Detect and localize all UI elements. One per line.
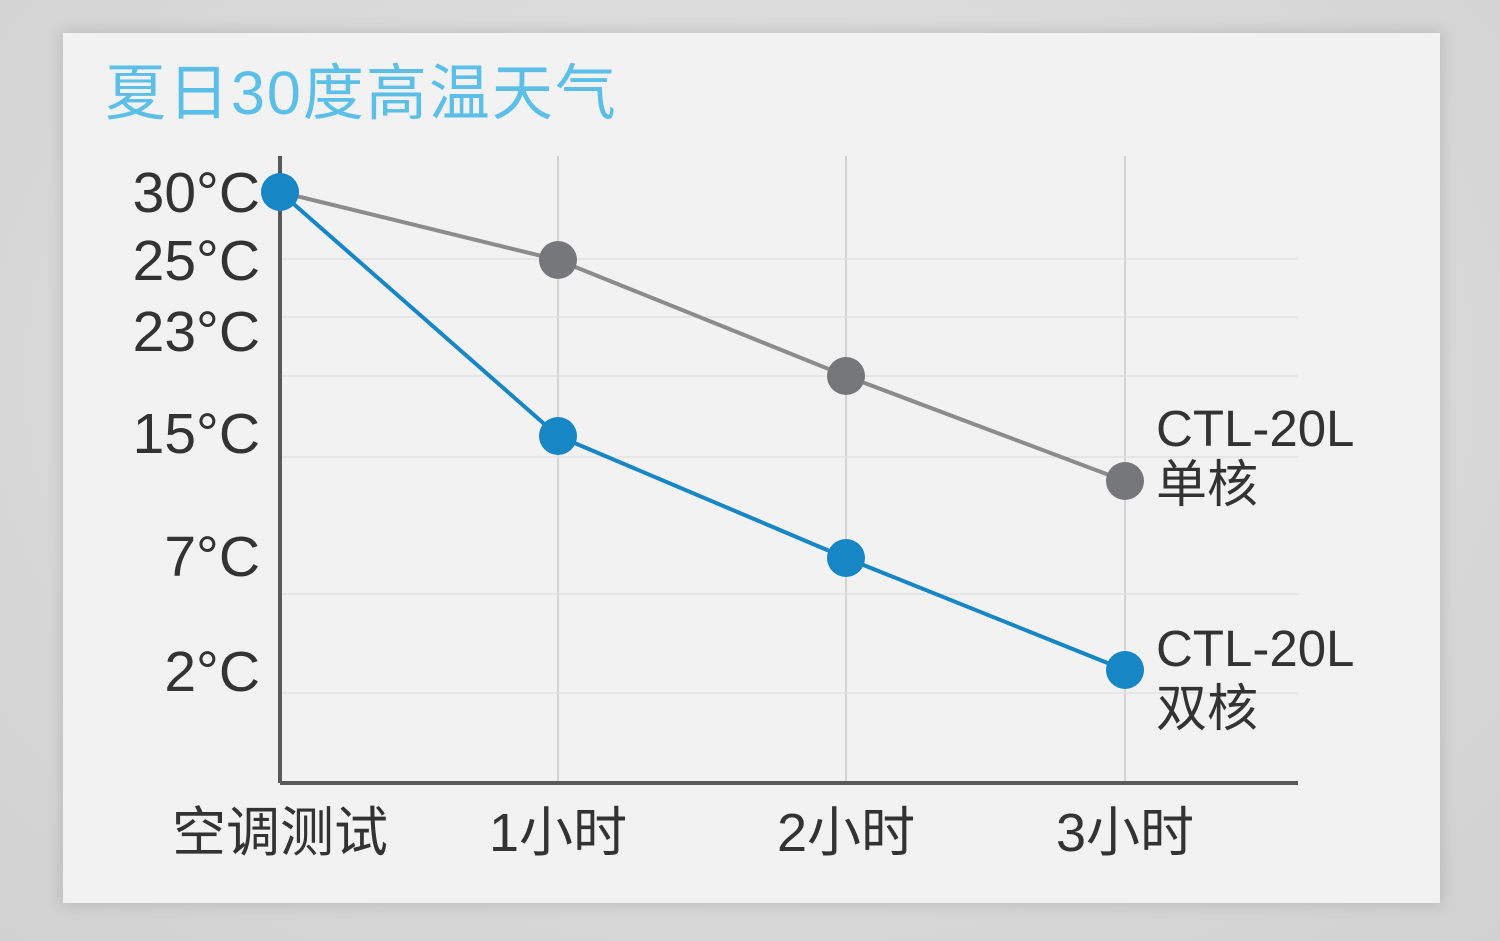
svg-text:30°C: 30°C bbox=[133, 161, 260, 225]
svg-text:1小时: 1小时 bbox=[489, 803, 627, 863]
svg-text:CTL-20L: CTL-20L bbox=[1156, 400, 1354, 457]
svg-text:25°C: 25°C bbox=[133, 229, 260, 293]
svg-text:3小时: 3小时 bbox=[1056, 803, 1194, 863]
svg-text:15°C: 15°C bbox=[133, 402, 260, 466]
svg-text:2小时: 2小时 bbox=[777, 803, 915, 863]
svg-text:7°C: 7°C bbox=[164, 525, 260, 589]
svg-text:23°C: 23°C bbox=[133, 300, 260, 364]
svg-text:单核: 单核 bbox=[1156, 456, 1258, 513]
svg-text:CTL-20L: CTL-20L bbox=[1156, 620, 1354, 677]
svg-text:空调测试: 空调测试 bbox=[172, 803, 388, 863]
svg-text:双核: 双核 bbox=[1156, 680, 1258, 737]
svg-text:2°C: 2°C bbox=[164, 640, 260, 704]
